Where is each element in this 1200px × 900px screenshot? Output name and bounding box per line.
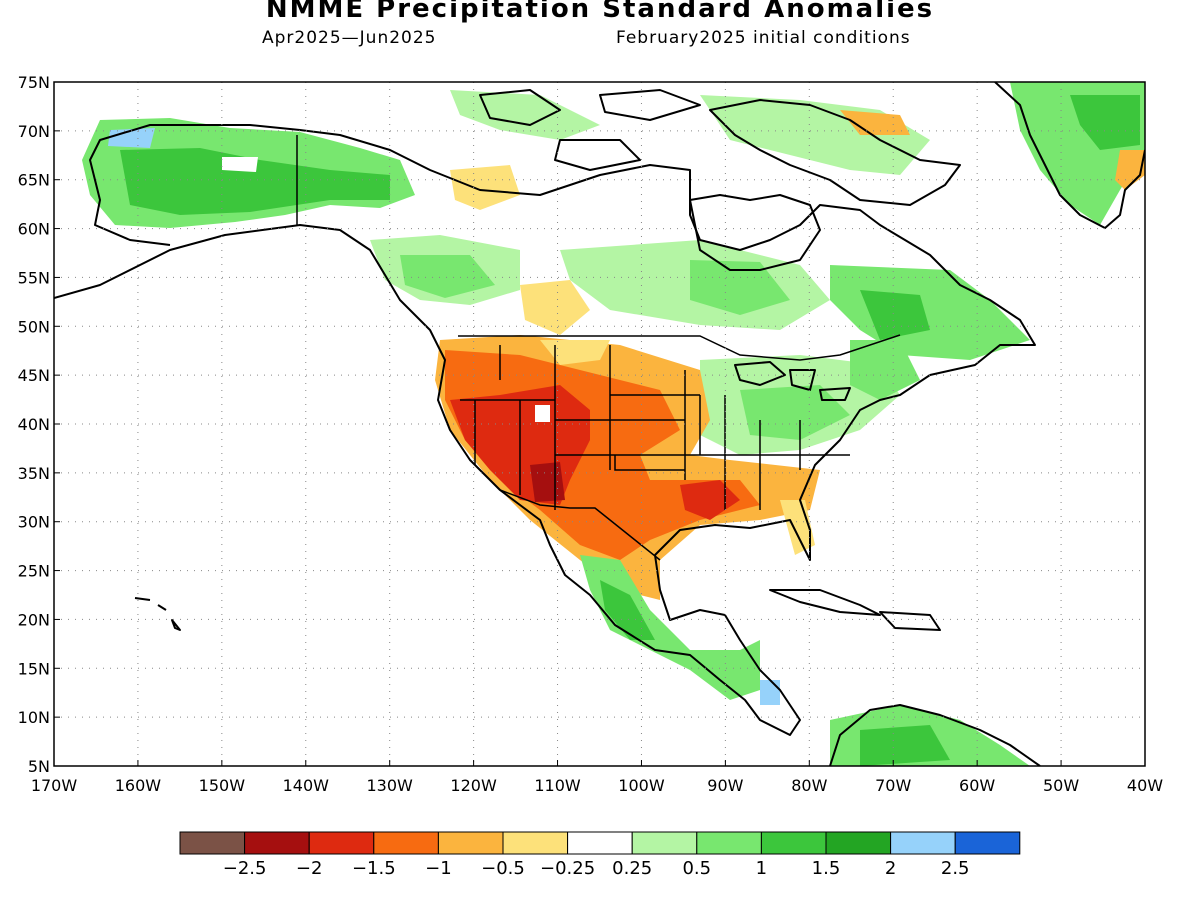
colorbar-swatch bbox=[760, 831, 827, 855]
lat-label: 65N bbox=[18, 171, 50, 190]
colorbar-swatch bbox=[954, 831, 1021, 855]
lon-label: 50W bbox=[1043, 776, 1079, 795]
coastline-north-america bbox=[54, 124, 1036, 736]
shade-florida-yellow bbox=[780, 500, 815, 555]
shade-canada-yellow bbox=[520, 280, 590, 335]
lon-label: 40W bbox=[1127, 776, 1163, 795]
colorbar-label: 2 bbox=[885, 858, 896, 879]
shade-mexico-green bbox=[580, 555, 760, 700]
map-title: NMME Precipitation Standard Anomalies bbox=[265, 0, 935, 24]
colorbar-swatch bbox=[179, 831, 246, 855]
shade-baffin-orange bbox=[840, 110, 910, 135]
lon-label: 130W bbox=[367, 776, 414, 795]
lat-label: 35N bbox=[18, 464, 50, 483]
coastline-great-lakes bbox=[734, 361, 851, 401]
lat-label: 10N bbox=[18, 708, 50, 727]
lon-label: 140W bbox=[283, 776, 330, 795]
lat-label: 60N bbox=[18, 220, 50, 239]
colorbar-swatch bbox=[502, 831, 569, 855]
lat-label: 75N bbox=[18, 73, 50, 92]
colorbar-label: −1 bbox=[425, 858, 452, 879]
lat-label: 45N bbox=[18, 366, 50, 385]
colorbar-label: 1.5 bbox=[812, 858, 841, 879]
colorbar-swatch bbox=[825, 831, 892, 855]
colorbar bbox=[179, 831, 1021, 855]
shade-utah-white bbox=[535, 405, 550, 422]
colorbar-swatch bbox=[244, 831, 310, 855]
lat-label: 30N bbox=[18, 513, 50, 532]
shade-southwest-darkred bbox=[530, 462, 565, 502]
coastline-baffin bbox=[709, 99, 961, 206]
coastline-greenland bbox=[994, 82, 1145, 229]
colorbar-swatch bbox=[567, 831, 633, 855]
colorbar-label: 0.25 bbox=[612, 858, 652, 879]
shade-honduras-blue bbox=[760, 680, 780, 705]
shade-northeast-green bbox=[850, 340, 920, 400]
forecast-period: Apr2025—Jun2025 bbox=[262, 28, 437, 48]
shade-bc-darkgreen bbox=[400, 255, 495, 298]
colorbar-swatch bbox=[631, 831, 698, 855]
colorbar-label: −0.5 bbox=[481, 858, 525, 879]
coastlines bbox=[54, 82, 1145, 766]
latitude-axis: 75N 70N 65N 60N 55N 50N 45N 40N 35N 30N 25N 20N 15N 1… bbox=[18, 73, 60, 776]
lat-label: 55N bbox=[18, 268, 50, 287]
coastline-hispaniola bbox=[879, 611, 941, 631]
lon-label: 80W bbox=[791, 776, 827, 795]
lat-label: 5N bbox=[28, 757, 50, 776]
coastline-south-america bbox=[829, 704, 1041, 766]
colorbar-swatch bbox=[696, 831, 762, 855]
colorbar-label: −2.5 bbox=[223, 858, 267, 879]
lon-label: 110W bbox=[534, 776, 581, 795]
lon-label: 60W bbox=[959, 776, 995, 795]
colorbar-swatch bbox=[890, 831, 956, 855]
colorbar-label: 0.5 bbox=[682, 858, 711, 879]
lat-label: 70N bbox=[18, 122, 50, 141]
coastline-arctic-islands bbox=[479, 89, 701, 171]
lon-label: 150W bbox=[199, 776, 246, 795]
lat-label: 25N bbox=[18, 562, 50, 581]
lon-label: 170W bbox=[31, 776, 78, 795]
shade-arctic-green bbox=[450, 90, 600, 140]
shade-southamerica-darkgreen bbox=[860, 725, 950, 766]
colorbar-label: −0.25 bbox=[540, 858, 595, 879]
lon-label: 70W bbox=[875, 776, 911, 795]
colorbar-label: 2.5 bbox=[941, 858, 970, 879]
border-canada-us bbox=[458, 334, 901, 361]
shade-alaska-blue bbox=[108, 128, 155, 148]
anomaly-shading bbox=[82, 82, 1145, 766]
colorbar-swatch bbox=[308, 831, 375, 855]
coastline-hawaii bbox=[134, 597, 181, 631]
shade-alaska-white bbox=[222, 157, 258, 172]
shade-ontario-green bbox=[690, 260, 790, 315]
shade-plains-yellow bbox=[540, 340, 610, 365]
coastline-cuba bbox=[769, 589, 881, 616]
lon-label: 90W bbox=[707, 776, 743, 795]
initial-conditions: February2025 initial conditions bbox=[616, 28, 911, 48]
political-borders bbox=[296, 135, 901, 561]
coastline-hudson-bay bbox=[689, 194, 821, 271]
colorbar-label: 1 bbox=[756, 858, 767, 879]
border-us-mexico bbox=[499, 489, 661, 561]
colorbar-swatch bbox=[373, 831, 439, 855]
shade-mexico-darkgreen bbox=[600, 580, 655, 640]
lat-label: 40N bbox=[18, 415, 50, 434]
lat-label: 50N bbox=[18, 317, 50, 336]
longitude-axis: 170W 160W 150W 140W 130W 120W 110W 100W 90W 80W 70… bbox=[31, 760, 1163, 795]
shade-greenland-darkgreen bbox=[1070, 95, 1140, 150]
border-us-states bbox=[460, 345, 850, 510]
colorbar-label: −1.5 bbox=[352, 858, 396, 879]
lon-label: 120W bbox=[450, 776, 497, 795]
colorbar-label: −2 bbox=[296, 858, 323, 879]
colorbar-labels: −2.5 −2 −1.5 −1 −0.5 −0.25 0.25 0.5 1 1.5 2 2.5 bbox=[223, 858, 970, 879]
shade-hudson-yellow bbox=[450, 165, 520, 210]
colorbar-swatch bbox=[437, 831, 504, 855]
lat-label: 15N bbox=[18, 659, 50, 678]
lon-label: 160W bbox=[115, 776, 162, 795]
shade-greenland-orange bbox=[1115, 150, 1145, 190]
shade-quebec-darkgreen bbox=[860, 290, 930, 340]
lat-label: 20N bbox=[18, 610, 50, 629]
lon-label: 100W bbox=[618, 776, 665, 795]
shade-alaska-darkgreen bbox=[120, 148, 390, 215]
